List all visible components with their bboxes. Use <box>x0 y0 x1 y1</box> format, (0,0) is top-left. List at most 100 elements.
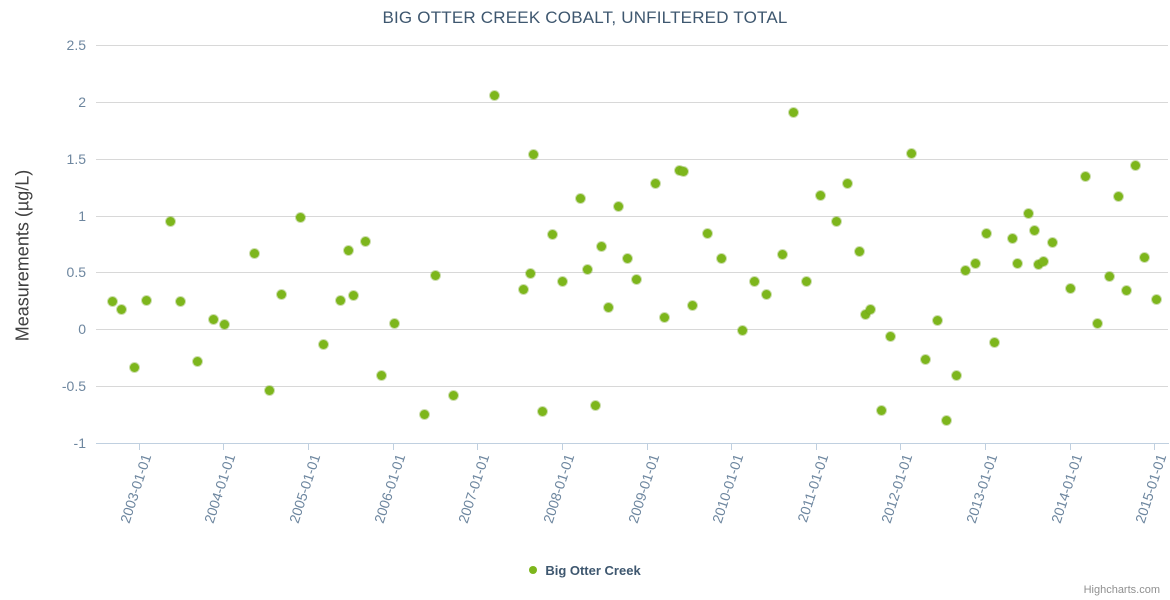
data-point[interactable] <box>702 229 712 239</box>
data-point[interactable] <box>208 314 218 324</box>
data-point[interactable] <box>865 305 875 315</box>
data-point[interactable] <box>942 415 952 425</box>
data-point[interactable] <box>1008 233 1018 243</box>
gridline <box>96 215 1168 217</box>
data-point[interactable] <box>377 371 387 381</box>
data-point[interactable] <box>344 246 354 256</box>
data-point[interactable] <box>933 315 943 325</box>
data-point[interactable] <box>265 386 275 396</box>
data-point[interactable] <box>176 297 186 307</box>
data-point[interactable] <box>107 297 117 307</box>
data-point[interactable] <box>1140 253 1150 263</box>
x-axis-tick-mark <box>900 443 902 450</box>
x-axis-line <box>96 443 1169 444</box>
data-point[interactable] <box>815 190 825 200</box>
credits-link[interactable]: Highcharts.com <box>1083 584 1160 596</box>
data-point[interactable] <box>1093 319 1103 329</box>
data-point[interactable] <box>961 265 971 275</box>
data-point[interactable] <box>1029 225 1039 235</box>
data-point[interactable] <box>679 166 689 176</box>
data-point[interactable] <box>1048 238 1058 248</box>
data-point[interactable] <box>738 325 748 335</box>
data-point[interactable] <box>981 229 991 239</box>
data-point[interactable] <box>886 331 896 341</box>
data-point[interactable] <box>596 241 606 251</box>
data-point[interactable] <box>688 300 698 310</box>
data-point[interactable] <box>907 148 917 158</box>
data-point[interactable] <box>430 271 440 281</box>
data-point[interactable] <box>1012 258 1022 268</box>
data-point[interactable] <box>603 303 613 313</box>
data-point[interactable] <box>489 90 499 100</box>
data-point[interactable] <box>348 290 358 300</box>
data-point[interactable] <box>1066 283 1076 293</box>
data-point[interactable] <box>575 194 585 203</box>
gridline <box>96 386 1168 388</box>
data-point[interactable] <box>558 277 568 287</box>
data-point[interactable] <box>1081 172 1090 182</box>
data-point[interactable] <box>335 296 345 306</box>
data-point[interactable] <box>250 248 259 258</box>
data-point[interactable] <box>622 254 632 264</box>
x-axis-tick-mark <box>815 443 817 450</box>
data-point[interactable] <box>952 371 962 381</box>
data-point[interactable] <box>219 320 229 330</box>
data-point[interactable] <box>777 249 787 259</box>
data-point[interactable] <box>296 213 306 223</box>
plot-area <box>96 45 1168 444</box>
data-point[interactable] <box>1114 191 1124 201</box>
y-axis-tick-label: 0.5 <box>66 264 86 281</box>
data-point[interactable] <box>360 237 370 247</box>
data-point[interactable] <box>660 313 670 323</box>
data-point[interactable] <box>1034 259 1044 269</box>
circle-marker-icon <box>529 566 538 574</box>
data-point[interactable] <box>1151 295 1161 305</box>
data-point[interactable] <box>749 277 759 287</box>
data-point[interactable] <box>855 247 865 257</box>
data-point[interactable] <box>832 216 842 226</box>
data-point[interactable] <box>420 410 430 420</box>
data-point[interactable] <box>1104 272 1114 282</box>
data-point[interactable] <box>319 339 329 349</box>
data-point[interactable] <box>142 296 152 306</box>
x-axis-tick-mark <box>561 443 563 450</box>
data-point[interactable] <box>538 406 548 416</box>
data-point[interactable] <box>1039 256 1049 266</box>
data-point[interactable] <box>130 363 140 373</box>
x-axis-tick-mark <box>308 443 310 450</box>
data-point[interactable] <box>921 355 931 365</box>
data-point[interactable] <box>788 107 798 117</box>
data-point[interactable] <box>526 269 536 279</box>
data-point[interactable] <box>716 254 726 264</box>
data-point[interactable] <box>1121 286 1131 296</box>
data-point[interactable] <box>843 179 853 189</box>
data-point[interactable] <box>651 179 661 189</box>
x-axis-tick-label: 2011-01-01 <box>793 452 831 525</box>
data-point[interactable] <box>390 319 400 329</box>
data-point[interactable] <box>529 149 538 159</box>
data-point[interactable] <box>989 338 999 348</box>
chart-legend: Big Otter Creek <box>0 562 1170 578</box>
data-point[interactable] <box>448 390 458 400</box>
x-axis-tick-label: 2013-01-01 <box>963 452 1001 526</box>
data-point[interactable] <box>166 216 176 226</box>
x-axis-tick-mark <box>1069 443 1071 450</box>
data-point[interactable] <box>1023 208 1033 218</box>
data-point[interactable] <box>761 289 771 299</box>
data-point[interactable] <box>519 284 529 294</box>
data-point[interactable] <box>277 289 287 299</box>
data-point[interactable] <box>861 310 871 319</box>
legend-item-big-otter-creek[interactable]: Big Otter Creek <box>529 563 641 578</box>
data-point[interactable] <box>547 230 557 240</box>
data-point[interactable] <box>590 400 600 410</box>
data-point[interactable] <box>192 356 202 366</box>
data-point[interactable] <box>582 264 592 274</box>
data-point[interactable] <box>801 277 811 287</box>
data-point[interactable] <box>876 405 886 415</box>
data-point[interactable] <box>117 305 127 315</box>
data-point[interactable] <box>970 258 980 268</box>
data-point[interactable] <box>1130 161 1140 171</box>
data-point[interactable] <box>613 201 623 211</box>
data-point[interactable] <box>632 274 642 284</box>
